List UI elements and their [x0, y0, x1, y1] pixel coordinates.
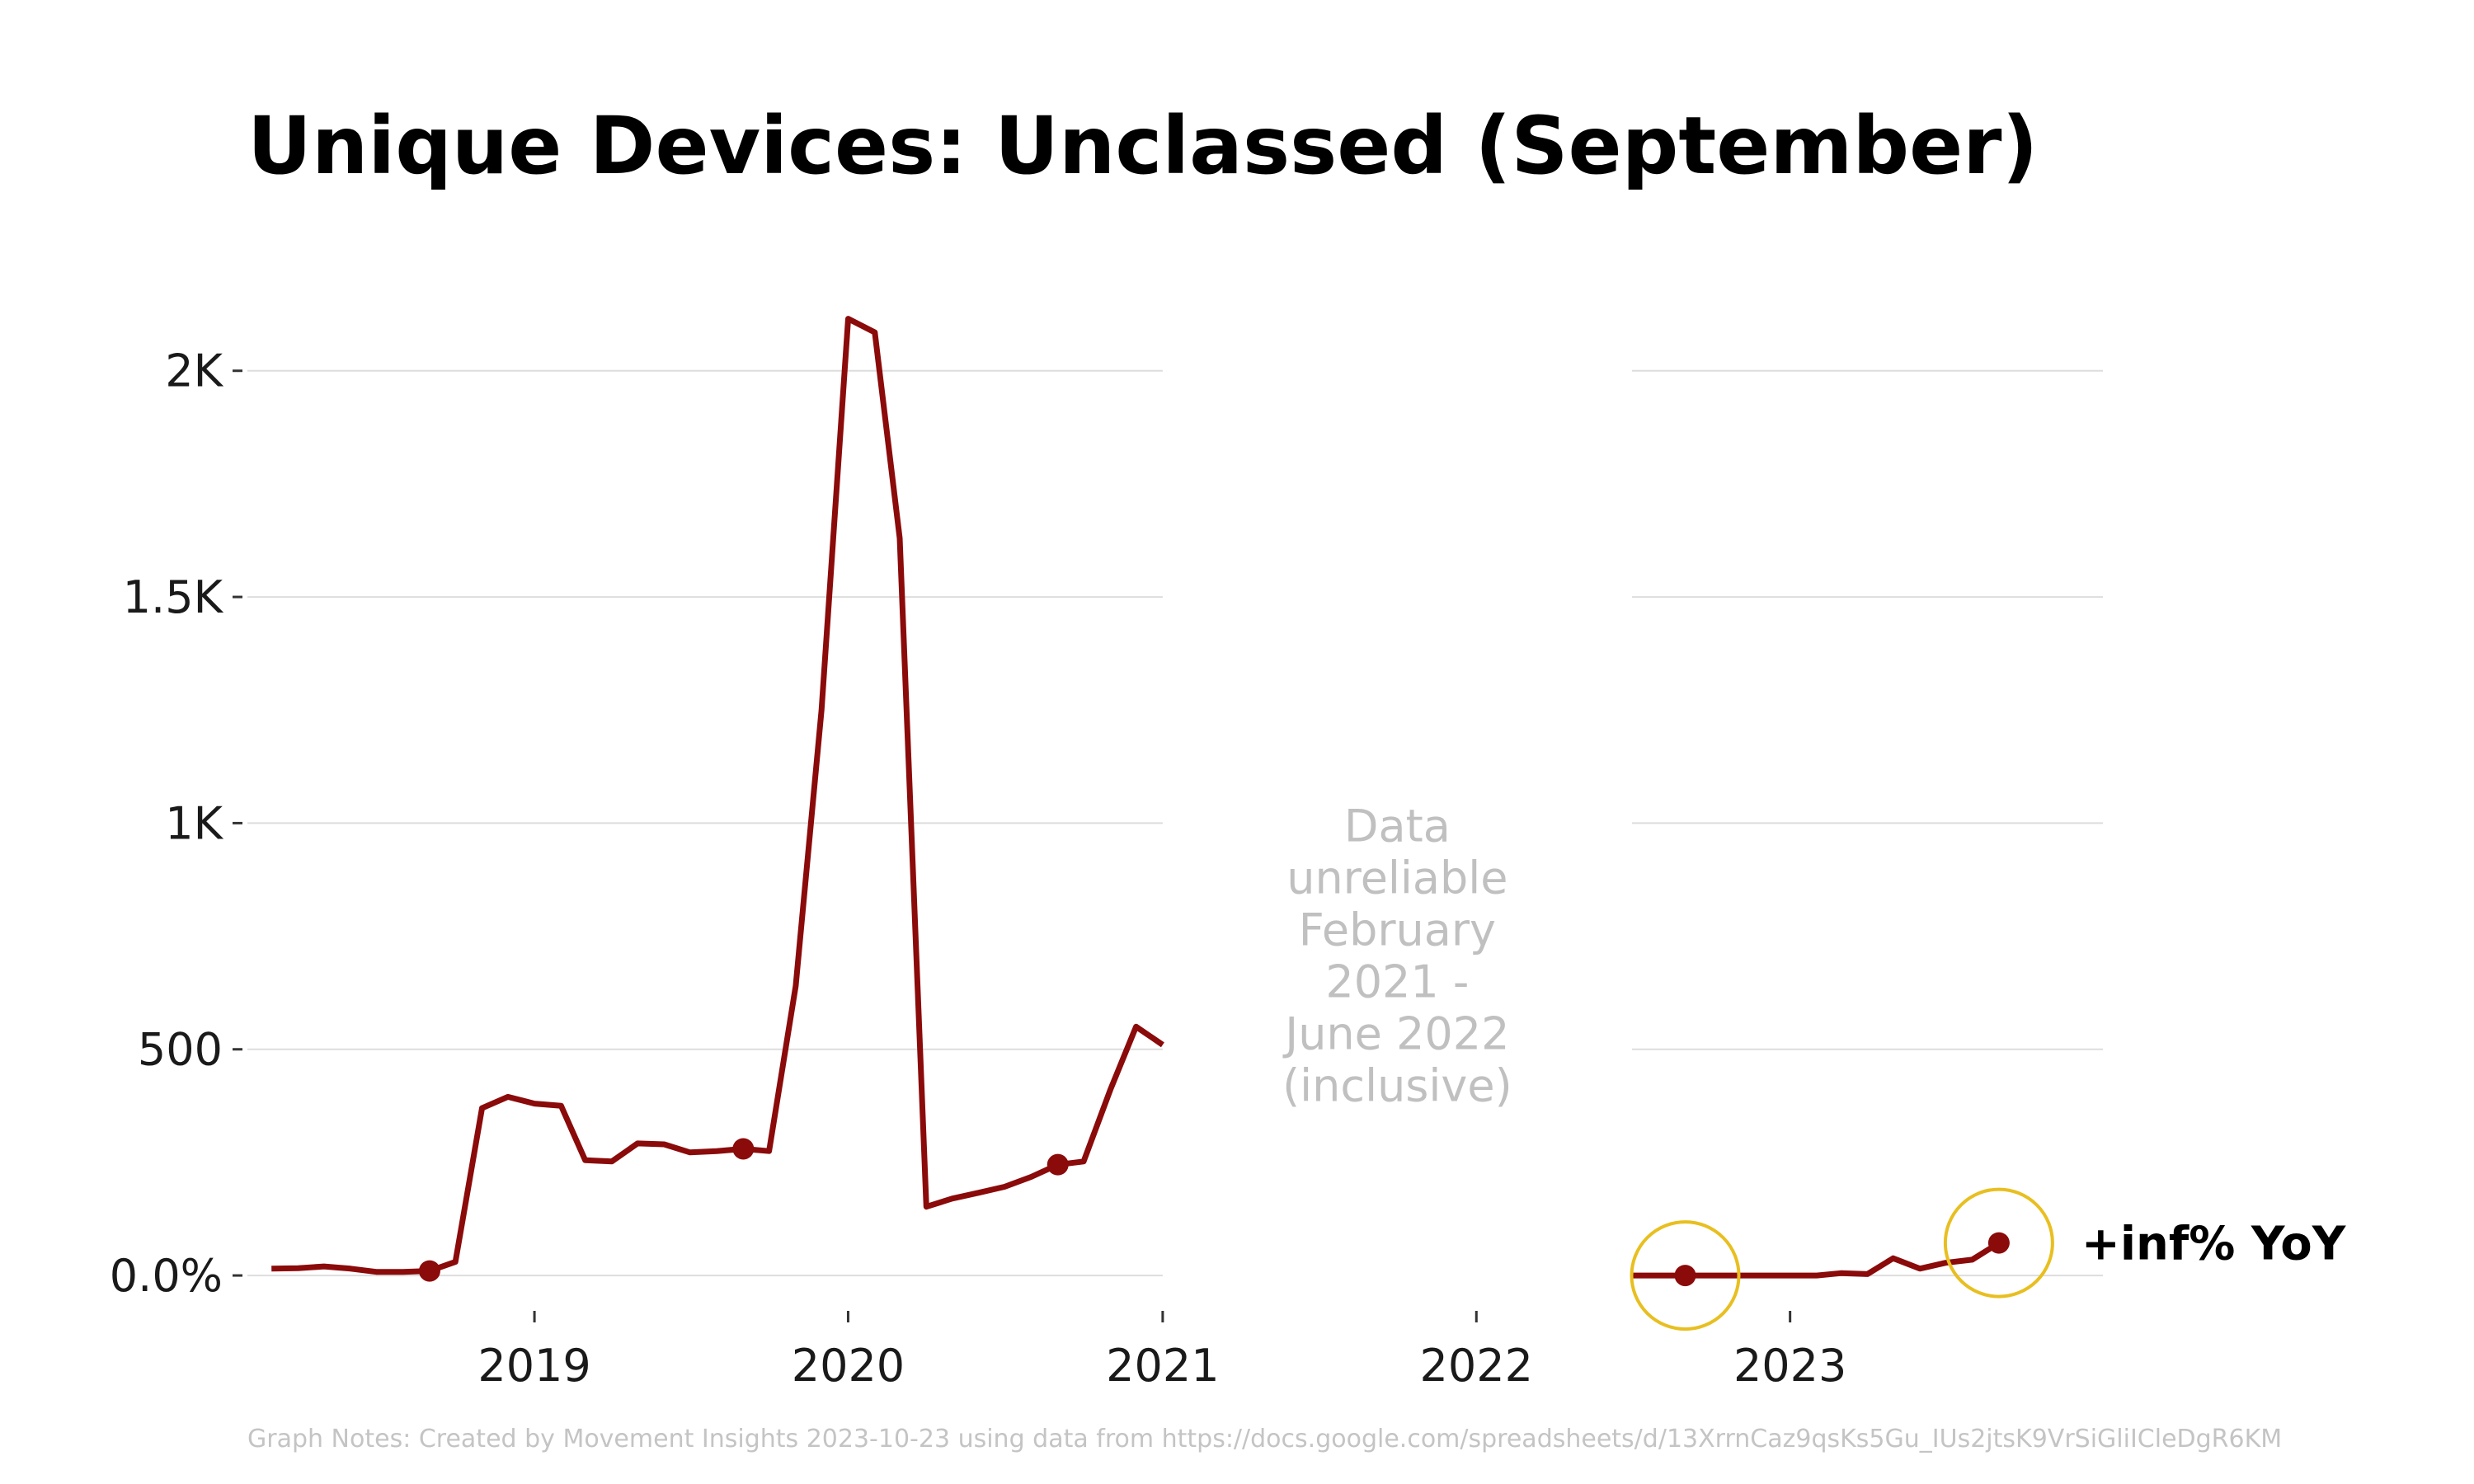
y-tick-label: 1.5K [123, 571, 224, 623]
x-tick-label: 2021 [1106, 1340, 1219, 1392]
gap-note-line: unreliable [1286, 852, 1507, 904]
x-axis: 2019 2020 2021 2022 2023 [477, 1311, 1846, 1392]
yoy-annotation: +inf% YoY [2081, 1218, 2347, 1271]
data-point [1047, 1153, 1069, 1176]
x-tick-label: 2022 [1420, 1340, 1533, 1392]
y-axis: 0.0% 500 1K 1.5K 2K [110, 345, 242, 1302]
y-tick-label: 0.0% [110, 1250, 223, 1302]
y-tick-label: 500 [138, 1024, 223, 1076]
chart-title: Unique Devices: Unclassed (September) [247, 100, 2038, 192]
y-tick-label: 2K [165, 345, 223, 397]
gap-note-line: February [1299, 904, 1496, 956]
highlight-ring [1943, 1187, 2054, 1298]
gap-note-line: (inclusive) [1282, 1059, 1512, 1111]
y-tick-label: 1K [165, 797, 223, 849]
series-lines [271, 316, 2001, 1279]
series-line-before-gap [271, 316, 1164, 1275]
x-tick-label: 2023 [1733, 1340, 1846, 1392]
data-point [1987, 1232, 2010, 1254]
gap-note-line: 2021 - [1325, 956, 1469, 1007]
grid-lines [247, 369, 2103, 1277]
data-point [732, 1138, 755, 1160]
data-point [418, 1260, 440, 1282]
gap-note-line: June 2022 [1282, 1007, 1509, 1059]
gap-note-line: Data [1344, 800, 1451, 852]
data-point [1674, 1265, 1696, 1287]
x-tick-label: 2020 [792, 1340, 905, 1392]
x-tick-label: 2019 [477, 1340, 590, 1392]
highlight-ring [1630, 1220, 1741, 1331]
point-markers [418, 1138, 2054, 1331]
graph-notes: Graph Notes: Created by Movement Insight… [247, 1425, 2282, 1453]
